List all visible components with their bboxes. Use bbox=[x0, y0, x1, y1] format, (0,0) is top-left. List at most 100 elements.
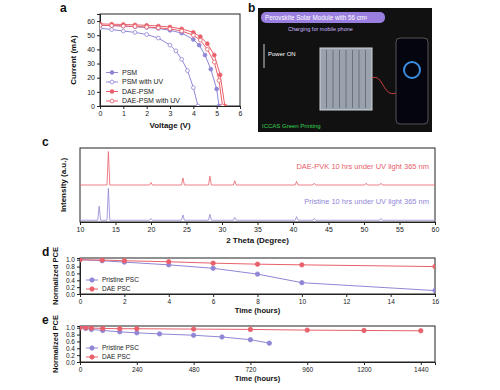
series-line bbox=[80, 189, 435, 221]
phone bbox=[396, 38, 428, 124]
tick-mark bbox=[250, 362, 251, 365]
tick: 50 bbox=[361, 222, 369, 233]
y-axis: 0102030405060 bbox=[87, 15, 100, 110]
y-axis: 0.00.20.40.60.81.0 bbox=[66, 324, 81, 365]
legend-marker bbox=[110, 71, 114, 75]
tick: 60 bbox=[87, 18, 100, 25]
tick: 20 bbox=[87, 74, 100, 81]
panel-label: e bbox=[42, 313, 49, 327]
point bbox=[198, 38, 202, 42]
y-axis: 0.00.20.40.60.81.0 bbox=[66, 256, 81, 297]
plot-frame bbox=[80, 148, 435, 222]
tick-label: 40 bbox=[290, 226, 298, 233]
point bbox=[300, 263, 304, 267]
legend-label: Pristine PSC bbox=[102, 344, 139, 351]
legend-label: DAE-PSM bbox=[122, 88, 154, 95]
x-axis: 0246810121416 bbox=[79, 294, 440, 305]
point bbox=[110, 24, 114, 28]
point bbox=[80, 258, 82, 262]
tick-label: 10 bbox=[299, 298, 307, 305]
point bbox=[100, 23, 102, 27]
point bbox=[89, 326, 93, 330]
tick: 45 bbox=[325, 222, 333, 233]
legend: Pristine PSCDAE PSC bbox=[86, 276, 139, 292]
legend-marker bbox=[110, 99, 114, 103]
tick: 0.4 bbox=[66, 345, 80, 352]
legend: DAE-PVK 10 hrs under UV light 365 nmPris… bbox=[296, 162, 429, 206]
point bbox=[433, 288, 435, 292]
point bbox=[196, 104, 200, 106]
tick-mark bbox=[97, 64, 100, 65]
module-stripe bbox=[326, 50, 327, 108]
point bbox=[248, 327, 252, 331]
point bbox=[211, 261, 215, 265]
point bbox=[419, 329, 423, 333]
tick-mark bbox=[77, 355, 80, 356]
x-axis: 024048072096012001440 bbox=[79, 362, 436, 373]
figure: 01234560102030405060Voltage (V)Current (… bbox=[0, 0, 500, 390]
tick-mark bbox=[77, 348, 80, 349]
tick-label: 5 bbox=[215, 110, 219, 117]
tick: 6 bbox=[239, 106, 243, 117]
axis-line bbox=[97, 15, 101, 107]
series-line bbox=[80, 260, 435, 291]
tick-label: 4 bbox=[167, 298, 171, 305]
x-axis-title: Voltage (V) bbox=[149, 121, 191, 130]
tick-label: 35 bbox=[254, 226, 262, 233]
tick-label: 12 bbox=[343, 298, 351, 305]
tick-label: 1 bbox=[122, 110, 126, 117]
legend-label: PSM with UV bbox=[122, 78, 164, 85]
tick-mark bbox=[77, 287, 80, 288]
tick: 0.2 bbox=[66, 352, 80, 359]
tick-label: 1.0 bbox=[66, 324, 75, 331]
tick-label: 30 bbox=[219, 226, 227, 233]
point bbox=[100, 23, 102, 27]
tick: 4 bbox=[192, 106, 196, 117]
tick-label: 4 bbox=[192, 110, 196, 117]
legend-marker bbox=[90, 346, 94, 350]
tick: 0 bbox=[91, 103, 100, 110]
tick-label: 15 bbox=[112, 226, 120, 233]
point bbox=[191, 333, 195, 337]
series-line bbox=[100, 28, 198, 106]
panel-label: c bbox=[42, 135, 49, 149]
point bbox=[100, 258, 104, 262]
point bbox=[121, 24, 125, 28]
tick: 14 bbox=[388, 294, 396, 305]
point bbox=[100, 259, 104, 263]
tick: 1 bbox=[122, 106, 126, 117]
point bbox=[191, 33, 195, 37]
legend-label: Pristine PSC bbox=[102, 276, 139, 283]
tick-label: 20 bbox=[87, 74, 95, 81]
y-axis-title: Normalized PCE bbox=[51, 247, 60, 305]
point bbox=[135, 327, 139, 331]
plot-frame bbox=[80, 258, 435, 294]
tick-label: 10 bbox=[87, 89, 95, 96]
point bbox=[174, 49, 178, 53]
y-axis-title: Intensity (a.u.) bbox=[59, 158, 68, 213]
legend-label: PSM bbox=[122, 69, 137, 76]
cable bbox=[372, 77, 396, 93]
tick: 40 bbox=[87, 46, 100, 53]
tick: 2 bbox=[145, 106, 149, 117]
point bbox=[156, 27, 160, 31]
module-stripe bbox=[365, 50, 366, 108]
tick: 0 bbox=[79, 294, 83, 305]
module-stripe bbox=[352, 50, 353, 108]
x-axis: 0123456 bbox=[99, 106, 243, 117]
tick-mark bbox=[137, 362, 138, 365]
tick-mark bbox=[217, 106, 218, 109]
tick-mark bbox=[77, 273, 80, 274]
point bbox=[211, 266, 215, 270]
point bbox=[186, 69, 190, 73]
point bbox=[205, 42, 209, 46]
tick-mark bbox=[400, 222, 401, 225]
tick: 20 bbox=[148, 222, 156, 233]
point bbox=[191, 327, 195, 331]
point bbox=[300, 280, 304, 284]
tick-label: 480 bbox=[189, 366, 200, 373]
tick-mark bbox=[97, 106, 100, 107]
legend-marker bbox=[90, 287, 94, 291]
series-line bbox=[100, 24, 225, 106]
tick-mark bbox=[194, 362, 195, 365]
